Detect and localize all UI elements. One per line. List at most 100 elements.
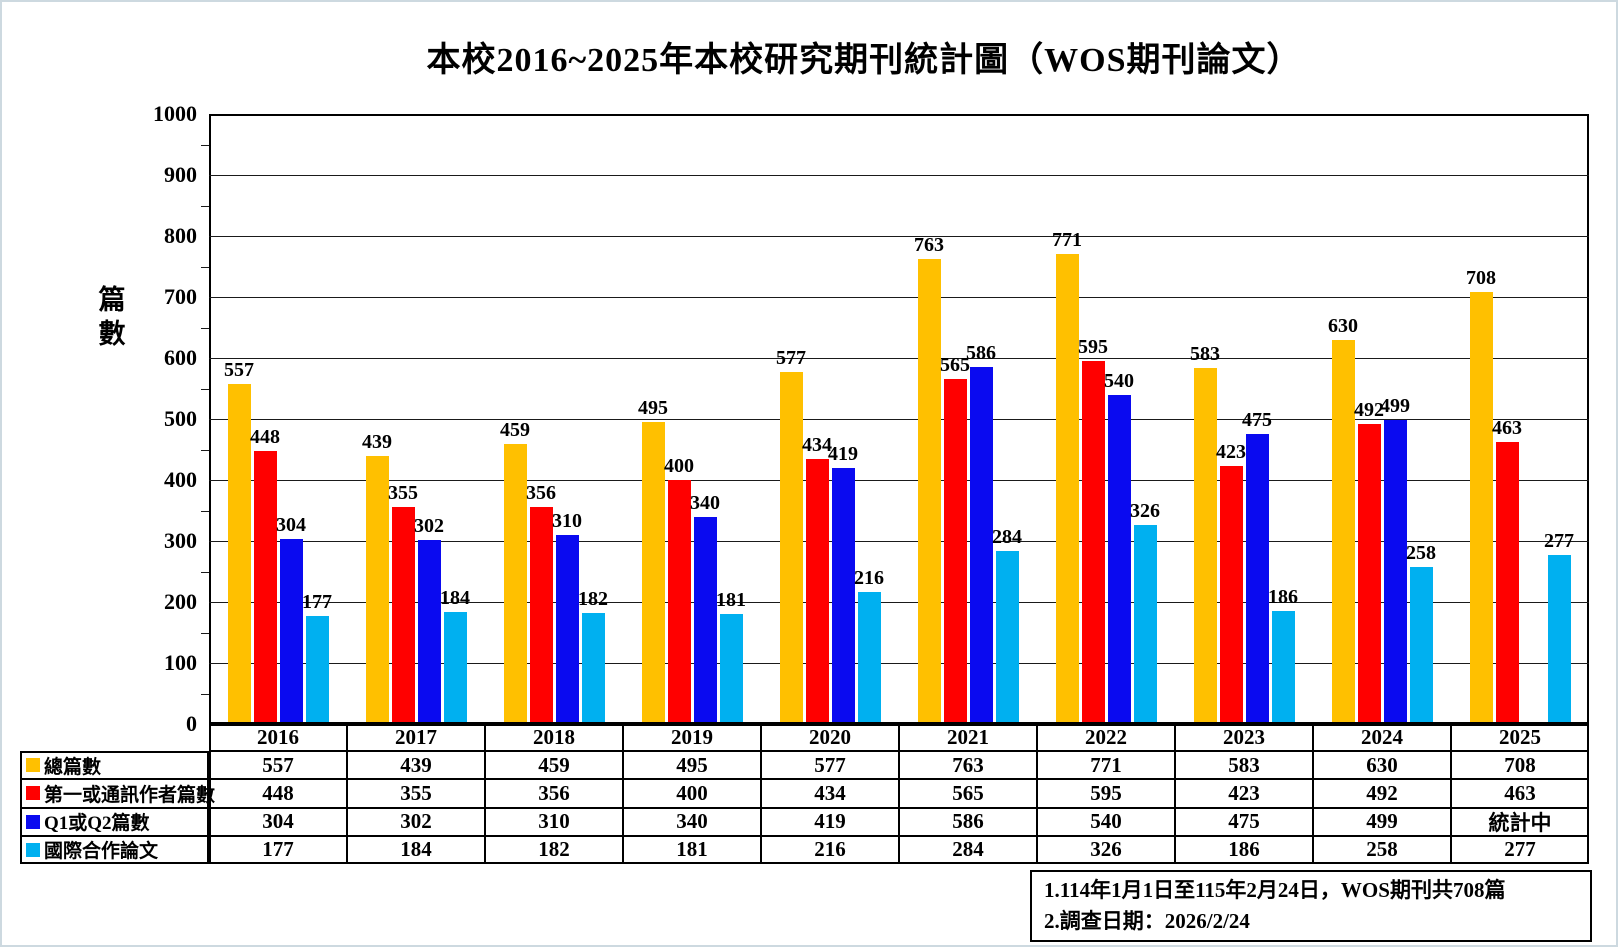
table-value-cell: 708	[1451, 751, 1589, 780]
table-year-cell: 2020	[761, 724, 899, 751]
bar-value-label: 586	[966, 341, 996, 364]
table-value-cell: 583	[1175, 751, 1313, 780]
y-tick-label: 800	[164, 223, 197, 248]
bar-value-label: 419	[828, 443, 858, 466]
bar-value-label: 186	[1268, 585, 1298, 608]
gridline	[209, 358, 1589, 359]
bar-value-label: 557	[224, 359, 254, 382]
bar-國際合作論文-2023	[1271, 610, 1295, 722]
table-value-cell: 302	[347, 807, 485, 836]
bar-value-label: 459	[500, 419, 530, 441]
bar-value-label: 448	[250, 425, 280, 448]
table-value-cell: 304	[209, 807, 347, 836]
bar-國際合作論文-2024	[1409, 566, 1433, 722]
table-value-cell: 459	[485, 751, 623, 780]
bar-Q1或Q2篇數-2021	[969, 366, 993, 722]
bar-value-label: 495	[638, 397, 668, 420]
table-value-cell: 448	[209, 779, 347, 808]
bar-value-label: 258	[1406, 541, 1436, 564]
table-value-cell: 181	[623, 835, 761, 864]
gridline	[209, 663, 1589, 664]
table-value-cell: 184	[347, 835, 485, 864]
bar-第一或通訊作者篇數-2023	[1219, 465, 1243, 722]
bar-Q1或Q2篇數-2022	[1107, 394, 1131, 722]
table-value-cell: 439	[347, 751, 485, 780]
bar-國際合作論文-2025	[1547, 555, 1571, 722]
y-tick-label: 1000	[153, 101, 197, 126]
bar-value-label: 356	[526, 481, 556, 504]
bar-value-label: 475	[1242, 409, 1272, 432]
bar-value-label: 499	[1380, 394, 1410, 417]
table-value-cell: 355	[347, 779, 485, 808]
table-value-cell: 771	[1037, 751, 1175, 780]
table-value-cell: 763	[899, 751, 1037, 780]
bar-value-label: 184	[440, 586, 470, 609]
bar-第一或通訊作者篇數-2019	[667, 480, 691, 722]
bar-value-label: 304	[276, 513, 306, 536]
table-value-cell: 565	[899, 779, 1037, 808]
table-value-cell: 284	[899, 835, 1037, 864]
y-tick-label: 400	[164, 467, 197, 492]
bar-總篇數-2017	[365, 456, 389, 722]
table-value-cell: 182	[485, 835, 623, 864]
table-value-cell: 258	[1313, 835, 1451, 864]
y-minor-tick	[201, 693, 209, 695]
bar-value-label: 708	[1466, 267, 1496, 290]
bar-國際合作論文-2016	[305, 616, 329, 722]
legend-item-國際合作論文: 國際合作論文	[20, 835, 209, 864]
note-line-1: 1.114年1月1日至115年2月24日，WOS期刊共708篇	[1044, 877, 1506, 902]
bar-value-label: 492	[1354, 398, 1384, 421]
bar-總篇數-2025	[1469, 292, 1493, 722]
bar-value-label: 630	[1328, 314, 1358, 337]
bar-Q1或Q2篇數-2016	[279, 538, 303, 722]
bar-value-label: 181	[716, 588, 746, 611]
y-axis-title-char: 數	[98, 318, 126, 349]
bar-value-label: 565	[940, 354, 970, 377]
bar-總篇數-2020	[779, 372, 803, 722]
y-tick-label: 600	[164, 345, 197, 370]
bar-value-label: 182	[578, 587, 608, 610]
bar-第一或通訊作者篇數-2022	[1081, 361, 1105, 722]
table-value-cell: 177	[209, 835, 347, 864]
table-value-cell: 492	[1313, 779, 1451, 808]
bar-國際合作論文-2020	[857, 592, 881, 722]
legend-item-Q1或Q2篇數: Q1或Q2篇數	[20, 807, 209, 836]
y-tick-label: 900	[164, 162, 197, 187]
y-minor-tick	[201, 449, 209, 451]
y-axis-title: 篇數	[92, 284, 132, 352]
y-minor-tick	[201, 205, 209, 207]
table-year-cell: 2024	[1313, 724, 1451, 751]
y-minor-tick	[201, 144, 209, 146]
bar-Q1或Q2篇數-2020	[831, 468, 855, 722]
legend-label: 總篇數	[44, 756, 102, 778]
table-year-cell: 2018	[485, 724, 623, 751]
bar-總篇數-2021	[917, 258, 941, 722]
bar-國際合作論文-2022	[1133, 525, 1157, 722]
bar-第一或通訊作者篇數-2024	[1357, 423, 1381, 722]
bar-國際合作論文-2017	[443, 611, 467, 722]
table-year-cell: 2023	[1175, 724, 1313, 751]
gridline	[209, 297, 1589, 298]
y-tick-label: 100	[164, 650, 197, 675]
bar-value-label: 277	[1544, 530, 1574, 553]
bar-第一或通訊作者篇數-2020	[805, 459, 829, 722]
bar-value-label: 595	[1078, 336, 1108, 359]
bar-value-label: 284	[992, 525, 1022, 548]
bar-value-label: 216	[854, 567, 884, 590]
table-value-cell: 475	[1175, 807, 1313, 836]
gridline	[209, 175, 1589, 176]
bar-總篇數-2019	[641, 422, 665, 722]
table-year-cell: 2022	[1037, 724, 1175, 751]
bar-Q1或Q2篇數-2019	[693, 516, 717, 722]
y-tick-label: 0	[186, 711, 197, 736]
table-value-cell: 419	[761, 807, 899, 836]
bar-value-label: 583	[1190, 343, 1220, 366]
table-value-cell: 434	[761, 779, 899, 808]
bar-value-label: 326	[1130, 500, 1160, 523]
table-value-cell: 310	[485, 807, 623, 836]
y-tick-label: 300	[164, 528, 197, 553]
legend-item-第一或通訊作者篇數: 第一或通訊作者篇數	[20, 779, 215, 808]
table-value-cell: 630	[1313, 751, 1451, 780]
bar-Q1或Q2篇數-2024	[1383, 419, 1407, 722]
